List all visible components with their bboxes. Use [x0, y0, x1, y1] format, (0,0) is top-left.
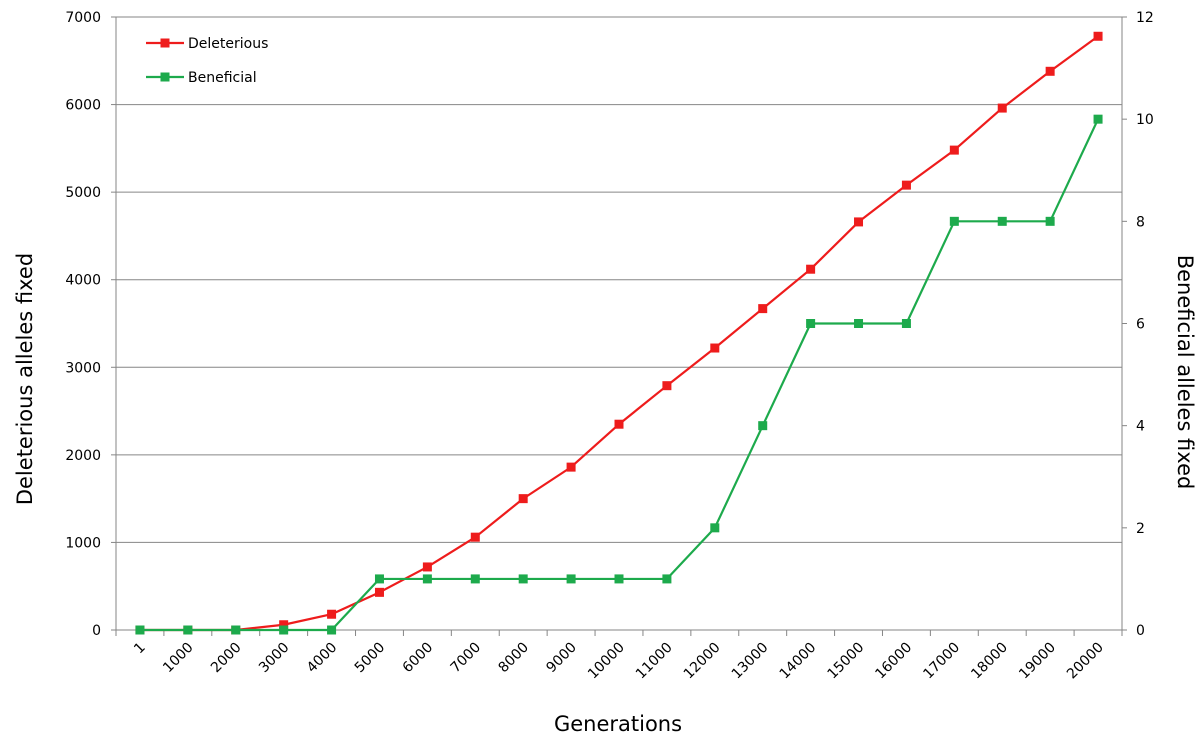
x-tick-label-10000: 10000	[585, 640, 628, 683]
point-beneficial-11000	[662, 574, 672, 584]
x-tick-label-3000: 3000	[256, 640, 293, 677]
x-tick-label-1: 1	[131, 640, 149, 658]
point-beneficial-1000	[183, 625, 193, 635]
point-beneficial-17000	[949, 216, 959, 226]
point-beneficial-1	[135, 625, 145, 635]
y-tick-label-4000: 4000	[65, 273, 101, 289]
y2-tick-label-2: 2	[1136, 521, 1145, 537]
point-deleterious-3000	[279, 620, 289, 630]
x-tick-label-2000: 2000	[208, 640, 245, 677]
point-beneficial-16000	[901, 319, 911, 328]
x-axis-title: Generations	[554, 712, 682, 736]
point-deleterious-15000	[854, 217, 864, 227]
point-beneficial-8000	[518, 574, 528, 584]
point-beneficial-15000	[854, 319, 864, 328]
point-deleterious-7000	[470, 532, 480, 542]
point-deleterious-4000	[327, 609, 337, 619]
x-tick-label-1000: 1000	[160, 640, 197, 677]
point-deleterious-20000	[1093, 31, 1103, 41]
y-tick-label-1000: 1000	[65, 535, 101, 551]
y-axis-title: Deleterious alleles fixed	[13, 253, 37, 505]
x-tick-label-18000: 18000	[968, 640, 1011, 683]
y-tick-label-7000: 7000	[65, 10, 101, 26]
y-tick-label-3000: 3000	[65, 360, 101, 376]
x-tick-label-15000: 15000	[825, 640, 868, 683]
x-tick-label-5000: 5000	[352, 640, 389, 677]
legend-label-deleterious: Deleterious	[188, 36, 268, 52]
x-tick-label-9000: 9000	[543, 640, 580, 677]
x-tick-label-11000: 11000	[633, 640, 676, 683]
series-line-beneficial	[139, 118, 1100, 632]
legend-label-beneficial: Beneficial	[188, 70, 257, 86]
point-deleterious-8000	[518, 494, 528, 504]
point-deleterious-18000	[997, 103, 1007, 113]
series-line-deleterious	[139, 35, 1099, 632]
point-beneficial-7000	[470, 574, 480, 584]
x-tick-label-7000: 7000	[448, 640, 485, 677]
point-beneficial-2000	[231, 625, 241, 635]
y2-tick-label-12: 12	[1136, 10, 1154, 26]
point-deleterious-5000	[374, 587, 384, 597]
point-deleterious-9000	[566, 462, 576, 472]
y-tick-label-5000: 5000	[65, 185, 101, 201]
y2-tick-label-8: 8	[1136, 214, 1145, 230]
y2-tick-label-4: 4	[1136, 419, 1145, 435]
point-beneficial-13000	[758, 421, 768, 431]
point-beneficial-6000	[422, 574, 432, 584]
point-beneficial-14000	[806, 319, 816, 328]
point-deleterious-10000	[614, 419, 624, 429]
y2-axis-title: Beneficial alleles fixed	[1173, 255, 1197, 490]
point-beneficial-3000	[279, 625, 289, 635]
legend-marker-deleterious	[160, 38, 170, 48]
gridlines	[116, 16, 1122, 543]
x-tick-label-13000: 13000	[729, 640, 772, 683]
x-tick-label-14000: 14000	[777, 640, 820, 683]
x-tick-label-16000: 16000	[872, 640, 915, 683]
point-deleterious-12000	[710, 343, 720, 353]
x-tick-label-6000: 6000	[400, 640, 437, 677]
legend: Deleterious Beneficial	[146, 36, 268, 86]
point-deleterious-14000	[806, 264, 816, 274]
y-tick-label-6000: 6000	[65, 98, 101, 114]
y2-tick-label-10: 10	[1136, 112, 1154, 128]
point-deleterious-6000	[422, 562, 432, 572]
x-tick-label-20000: 20000	[1064, 640, 1107, 683]
point-beneficial-9000	[566, 574, 576, 584]
point-beneficial-4000	[327, 625, 337, 635]
point-beneficial-12000	[710, 523, 720, 533]
y2-tick-label-0: 0	[1136, 623, 1145, 639]
x-tick-label-17000: 17000	[920, 640, 963, 683]
point-beneficial-20000	[1093, 114, 1103, 124]
series	[135, 31, 1103, 635]
point-deleterious-13000	[758, 304, 768, 314]
point-beneficial-10000	[614, 574, 624, 584]
point-beneficial-5000	[374, 574, 384, 584]
y-tick-label-2000: 2000	[65, 448, 101, 464]
x-tick-label-8000: 8000	[496, 640, 533, 677]
point-beneficial-18000	[997, 216, 1007, 226]
legend-marker-beneficial	[160, 72, 170, 82]
x-tick-label-4000: 4000	[304, 640, 341, 677]
point-deleterious-11000	[662, 381, 672, 391]
point-deleterious-17000	[949, 145, 959, 155]
point-beneficial-19000	[1045, 216, 1055, 226]
y-tick-label-0: 0	[92, 623, 101, 639]
x-tick-label-12000: 12000	[681, 640, 724, 683]
y2-tick-label-6: 6	[1136, 317, 1145, 333]
point-deleterious-16000	[901, 180, 911, 190]
x-tick-label-19000: 19000	[1016, 640, 1059, 683]
point-deleterious-19000	[1045, 66, 1055, 76]
